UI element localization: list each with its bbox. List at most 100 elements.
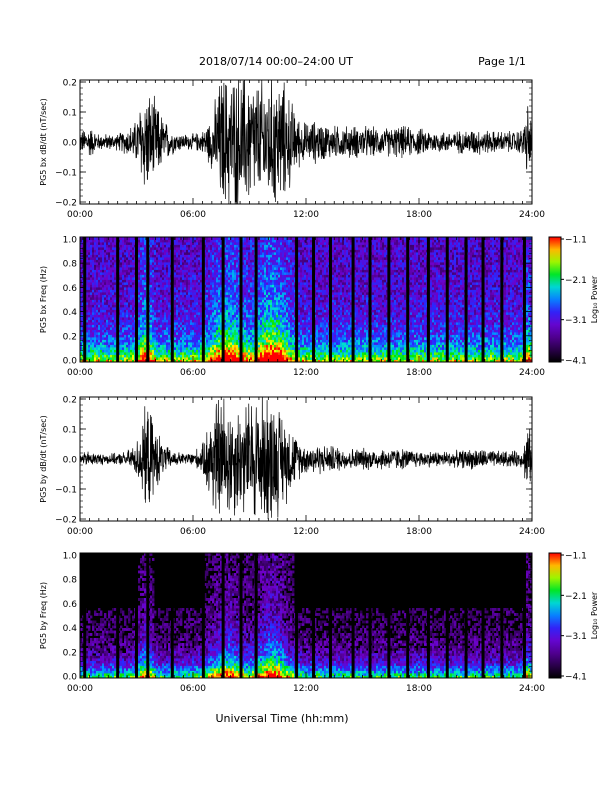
y-axis-label: PG5 by Freq (Hz) (39, 582, 48, 649)
data-gap (254, 237, 258, 362)
data-gap (368, 553, 372, 678)
data-gap (312, 553, 316, 678)
x-tick-label: 06:00 (180, 684, 206, 694)
y-tick-label: 0.8 (63, 576, 78, 586)
y-tick-label: 0.2 (63, 396, 77, 406)
x-tick-label: 24:00 (519, 210, 545, 220)
panel-3: 0.2 0.1 0.0 −0.1 −0.200:00 06:00 12:00 18:00 24:… (39, 396, 545, 538)
data-gap (146, 237, 150, 362)
x-tick-label: 18:00 (406, 368, 432, 378)
x-tick-label: 24:00 (519, 684, 545, 694)
colorbar-tick-label: −3.1 (565, 632, 587, 642)
colorbar-tick-label: −1.1 (565, 552, 587, 562)
y-tick-label: 1.0 (63, 552, 78, 562)
colorbar (548, 236, 562, 363)
data-gap (368, 237, 372, 362)
y-tick-label: 0.2 (63, 332, 77, 342)
x-axis-label: Universal Time (hh:mm) (216, 712, 349, 725)
y-tick-label: 0.1 (63, 109, 77, 119)
x-tick-label: 24:00 (519, 527, 545, 537)
x-tick-label: 12:00 (293, 210, 319, 220)
data-gap (406, 237, 410, 362)
y-tick-label: 0.4 (63, 308, 78, 318)
x-tick-label: 18:00 (406, 527, 432, 537)
data-gap (445, 237, 449, 362)
colorbar-tick-label: −1.1 (565, 236, 587, 246)
data-gap (312, 237, 316, 362)
x-tick-label: 06:00 (180, 527, 206, 537)
data-gap (83, 237, 87, 362)
data-gap (201, 237, 205, 362)
y-tick-label: 0.6 (63, 600, 78, 610)
x-tick-label: 12:00 (293, 368, 319, 378)
data-gap (500, 553, 504, 678)
colorbar-tick-label: −3.1 (565, 316, 587, 326)
colorbar-label: Log₁₀ Power (590, 275, 599, 323)
y-tick-label: −0.2 (55, 199, 77, 209)
data-gap (351, 553, 355, 678)
x-tick-label: 00:00 (67, 210, 93, 220)
x-tick-label: 00:00 (67, 684, 93, 694)
data-gap (328, 237, 332, 362)
panel-2: −1.1 −2.1 −3.1 −4.1 Log₁₀ Power 1.0 0.8 0.6 0.4 0… (39, 236, 599, 379)
colorbar-tick-label: −2.1 (565, 592, 587, 602)
waveform-line (80, 80, 532, 204)
y-tick-label: 0.0 (63, 139, 78, 149)
data-gap (254, 553, 258, 678)
data-gap (481, 237, 485, 362)
colorbar-tick-label: −2.1 (565, 276, 587, 286)
y-axis-label: PG5 bx dB/dt (nT/sec) (39, 98, 48, 185)
data-gap (170, 237, 174, 362)
data-gap (522, 553, 526, 678)
panel-1: 0.2 0.1 0.0 −0.1 −0.200:00 06:00 12:00 18:00 24:… (39, 79, 545, 221)
data-gap (239, 237, 243, 362)
data-gap (116, 237, 120, 362)
y-tick-label: 0.0 (63, 357, 78, 367)
y-tick-label: 0.1 (63, 426, 77, 436)
data-gap (201, 553, 205, 678)
data-gap (295, 237, 299, 362)
data-gap (170, 553, 174, 678)
data-gap (83, 553, 87, 678)
y-tick-label: 0.2 (63, 79, 77, 89)
x-tick-label: 18:00 (406, 684, 432, 694)
y-tick-label: −0.2 (55, 516, 77, 526)
y-tick-label: 0.4 (63, 624, 78, 634)
data-gap (464, 237, 468, 362)
y-tick-label: −0.1 (55, 486, 77, 496)
y-tick-label: −0.1 (55, 169, 77, 179)
data-gap (328, 553, 332, 678)
y-tick-label: 0.6 (63, 284, 78, 294)
y-tick-label: 0.2 (63, 648, 77, 658)
colorbar-tick-label: −4.1 (565, 673, 587, 683)
data-gap (135, 237, 138, 362)
data-gap (295, 553, 299, 678)
data-gap (464, 553, 468, 678)
data-gap (221, 553, 225, 678)
data-gap (522, 237, 526, 362)
waveform-line (80, 397, 532, 520)
y-tick-label: 1.0 (63, 236, 78, 246)
panel-4: −1.1 −2.1 −3.1 −4.1 Log₁₀ Power 1.0 0.8 0.6 0.4 0… (39, 552, 599, 695)
data-gap (221, 237, 225, 362)
y-tick-label: 0.0 (63, 673, 78, 683)
data-gap (387, 237, 391, 362)
data-gap (135, 553, 138, 678)
y-tick-label: 0.0 (63, 456, 78, 466)
data-gap (481, 553, 485, 678)
data-gap (351, 237, 355, 362)
data-gap (406, 553, 410, 678)
x-tick-label: 06:00 (180, 368, 206, 378)
x-tick-label: 06:00 (180, 210, 206, 220)
x-tick-label: 12:00 (293, 684, 319, 694)
x-tick-label: 18:00 (406, 210, 432, 220)
x-tick-label: 12:00 (293, 527, 319, 537)
colorbar-label: Log₁₀ Power (590, 591, 599, 639)
colorbar (548, 552, 562, 679)
panels: 0.20.10.0−0.1−0.200:00 06:00 12:00 18:00 24:… (39, 79, 599, 695)
x-tick-label: 00:00 (67, 527, 93, 537)
figure-title: 2018/07/14 00:00–24:00 UT (199, 55, 353, 68)
data-gap (146, 553, 150, 678)
x-tick-label: 24:00 (519, 368, 545, 378)
data-gap (116, 553, 120, 678)
